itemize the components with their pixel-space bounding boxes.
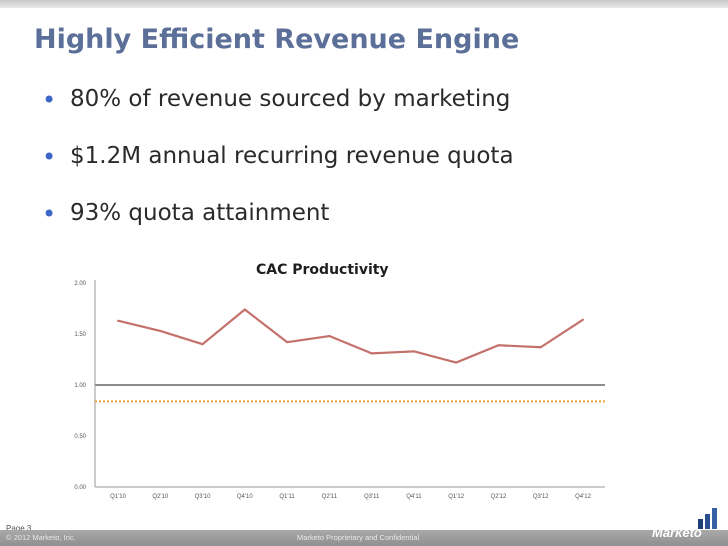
x-tick-label: Q4'10 (237, 494, 253, 500)
data-point (455, 361, 458, 364)
x-tick-label: Q2'10 (152, 494, 168, 500)
data-point (539, 346, 542, 349)
x-tick-label: Q1'11 (279, 494, 295, 500)
bullet-text: 93% quota attainment (70, 200, 330, 226)
confidential-text: Marketo Proprietary and Confidential (297, 533, 420, 542)
x-tick-label: Q2'12 (491, 494, 507, 500)
x-tick-label: Q4'12 (575, 494, 591, 500)
bullet-item: • 80% of revenue sourced by marketing (42, 86, 514, 143)
data-point (286, 341, 289, 344)
data-point (582, 318, 584, 321)
x-tick-label: Q3'12 (533, 494, 549, 500)
data-point (243, 308, 246, 311)
y-tick-label: 1.50 (74, 332, 86, 338)
slide-title: Highly Efficient Revenue Engine (34, 24, 520, 55)
y-tick-label: 0.50 (74, 434, 86, 440)
footer-bar: © 2012 Marketo, Inc. Marketo Proprietary… (0, 530, 728, 546)
bullet-dot-icon: • (42, 86, 57, 114)
top-bar (0, 0, 728, 8)
series-line (117, 308, 584, 364)
page-number: Page 3 (6, 524, 32, 533)
x-tick-label: Q1'12 (448, 494, 464, 500)
bullet-list: • 80% of revenue sourced by marketing • … (42, 86, 514, 257)
x-tick-label: Q4'11 (406, 494, 422, 500)
data-point (370, 352, 373, 355)
logo-text: Marketo (652, 525, 702, 539)
logo-bar (698, 519, 703, 529)
bullet-text: 80% of revenue sourced by marketing (70, 86, 511, 112)
bullet-dot-icon: • (42, 143, 57, 171)
bullet-text: $1.2M annual recurring revenue quota (70, 143, 514, 169)
data-point (328, 335, 331, 338)
y-tick-label: 1.00 (74, 383, 86, 389)
marketo-logo: Marketo (652, 508, 717, 539)
data-point (159, 329, 162, 332)
bullet-item: • $1.2M annual recurring revenue quota (42, 143, 514, 200)
chart-title: CAC Productivity (256, 262, 389, 278)
logo-bar (705, 514, 710, 529)
bullet-item: • 93% quota attainment (42, 200, 514, 257)
bullet-dot-icon: • (42, 200, 57, 228)
x-tick-label: Q1'10 (110, 494, 126, 500)
data-point (497, 344, 500, 347)
y-tick-label: 2.00 (74, 281, 86, 287)
data-point (412, 350, 415, 353)
data-point (117, 319, 119, 322)
y-tick-label: 0.00 (74, 485, 86, 491)
copyright-text: © 2012 Marketo, Inc. (6, 533, 76, 542)
data-point (201, 343, 204, 346)
x-tick-label: Q2'11 (322, 494, 338, 500)
x-tick-label: Q3'11 (364, 494, 380, 500)
x-tick-label: Q3'10 (195, 494, 211, 500)
logo-bar (712, 508, 717, 529)
